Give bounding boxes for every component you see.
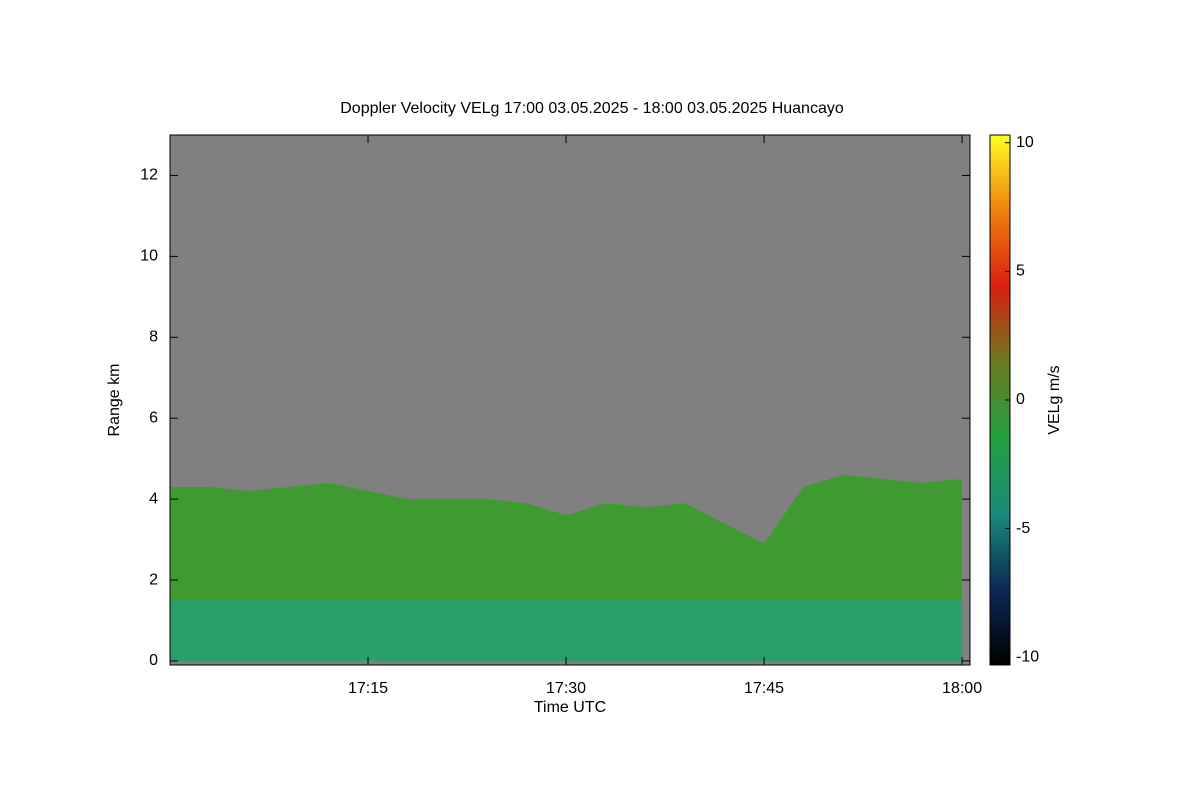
colorbar-tick-label: 10 (1016, 134, 1034, 151)
colorbar-tick-label: 5 (1016, 263, 1025, 280)
y-tick-label: 8 (149, 329, 158, 346)
y-tick-label: 12 (140, 167, 158, 184)
echo-area (170, 600, 963, 661)
chart-title: Doppler Velocity VELg 17:00 03.05.2025 -… (340, 100, 844, 117)
x-tick-label: 18:00 (942, 680, 982, 697)
colorbar-tick-label: -5 (1016, 520, 1030, 537)
x-axis-label: Time UTC (534, 699, 606, 716)
x-tick-label: 17:45 (744, 680, 784, 697)
colorbar-tick-label: -10 (1016, 649, 1039, 666)
y-tick-label: 10 (140, 248, 158, 265)
y-axis-label: Range km (106, 364, 123, 437)
y-tick-label: 2 (149, 571, 158, 588)
plot-frame (169, 134, 971, 666)
x-tick-label: 17:30 (546, 680, 586, 697)
x-tick-label: 17:15 (348, 680, 388, 697)
y-tick-label: 4 (149, 490, 158, 507)
colorbar-label: VELg m/s (1046, 365, 1063, 434)
y-tick-label: 0 (149, 652, 158, 669)
colorbar-tick-label: 0 (1016, 391, 1025, 408)
y-tick-label: 6 (149, 409, 158, 426)
